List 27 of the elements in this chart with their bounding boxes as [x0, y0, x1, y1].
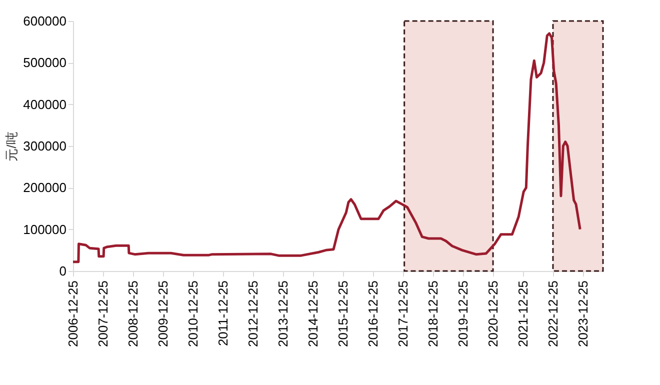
x-tick-label: 2020-12-25 [486, 280, 501, 347]
x-tick-label: 2008-12-25 [126, 280, 141, 347]
x-tick-label: 2019-12-25 [455, 280, 470, 347]
x-tick-label: 2018-12-25 [425, 280, 440, 347]
x-tick-label: 2007-12-25 [95, 280, 110, 347]
x-tick-label: 2017-12-25 [396, 280, 411, 347]
x-tick-label: 2010-12-25 [185, 280, 200, 347]
y-tick-label: 100000 [23, 222, 66, 237]
y-axis-title: 元/吨 [4, 132, 20, 162]
x-tick-label: 2014-12-25 [305, 280, 320, 347]
line-series [72, 32, 582, 264]
y-tick-label: 500000 [23, 55, 66, 70]
y-tick-label: 200000 [23, 180, 66, 196]
x-tick-label: 2015-12-25 [335, 280, 350, 347]
y-tick-label: 400000 [23, 96, 66, 112]
x-tick-label: 2013-12-25 [276, 280, 291, 347]
x-tick-label: 2016-12-25 [366, 280, 381, 347]
x-tick-label: 2021-12-25 [516, 280, 531, 347]
x-tick-label: 2012-12-25 [246, 280, 261, 347]
x-tick-label: 2022-12-25 [545, 280, 560, 347]
y-tick-label: 600000 [23, 14, 66, 28]
y-tick-label: 0 [59, 264, 66, 278]
y-tick-label: 300000 [23, 138, 66, 154]
x-tick-label: 2011-12-25 [215, 280, 230, 346]
x-tick-label: 2023-12-25 [575, 280, 590, 347]
x-tick-label: 2009-12-25 [156, 280, 171, 347]
x-tick-label: 2006-12-25 [66, 280, 80, 347]
